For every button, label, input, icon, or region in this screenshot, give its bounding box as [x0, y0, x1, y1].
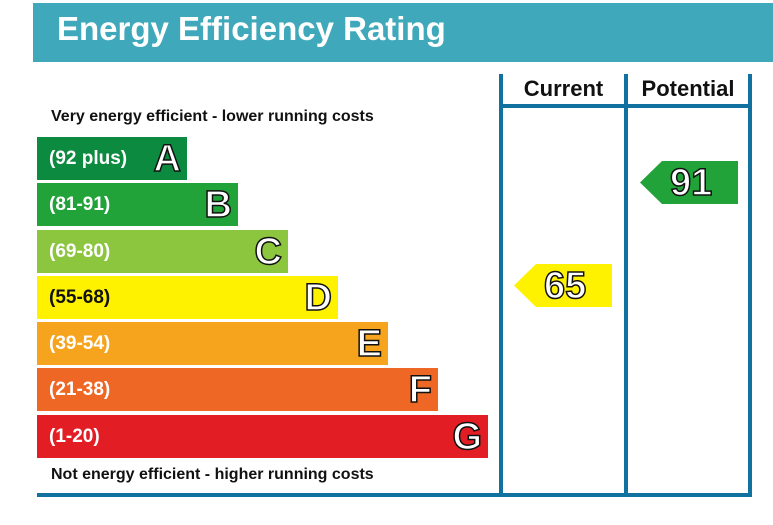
band-letter: D	[304, 276, 333, 320]
band-range: (55-68)	[49, 287, 111, 308]
band-letter: C	[254, 230, 283, 274]
top-caption: Very energy efficient - lower running co…	[51, 108, 374, 125]
band-c: (69-80) C	[37, 230, 288, 274]
band-range: (39-54)	[49, 333, 111, 354]
band-a: (92 plus) A	[37, 137, 187, 181]
potential-rating-value: 91	[669, 161, 713, 205]
band-letter: A	[153, 137, 182, 181]
current-rating-value: 65	[543, 264, 587, 308]
band-range: (69-80)	[49, 241, 111, 262]
bottom-border	[37, 493, 752, 497]
bottom-caption: Not energy efficient - higher running co…	[51, 466, 374, 483]
potential-rating-arrow: 91	[640, 161, 738, 205]
band-range: (81-91)	[49, 194, 111, 215]
title-banner	[33, 3, 773, 62]
band-f: (21-38) F	[37, 368, 438, 412]
column-divider	[624, 74, 628, 497]
band-e: (39-54) E	[37, 322, 388, 366]
band-letter: G	[452, 415, 483, 459]
band-d: (55-68) D	[37, 276, 338, 320]
band-b: (81-91) B	[37, 183, 238, 227]
header-divider	[499, 104, 752, 108]
current-rating-arrow: 65	[514, 264, 612, 308]
chart-title: Energy Efficiency Rating	[57, 10, 446, 47]
band-letter: E	[356, 322, 383, 366]
column-divider	[499, 74, 503, 497]
potential-header: Potential	[641, 76, 735, 101]
band-range: (1-20)	[49, 426, 100, 447]
current-header: Current	[523, 76, 604, 101]
band-range: (21-38)	[49, 379, 111, 400]
band-range: (92 plus)	[49, 148, 128, 169]
column-divider	[748, 74, 752, 497]
band-letter: F	[408, 368, 433, 412]
band-g: (1-20) G	[37, 415, 488, 459]
band-letter: B	[204, 183, 233, 227]
